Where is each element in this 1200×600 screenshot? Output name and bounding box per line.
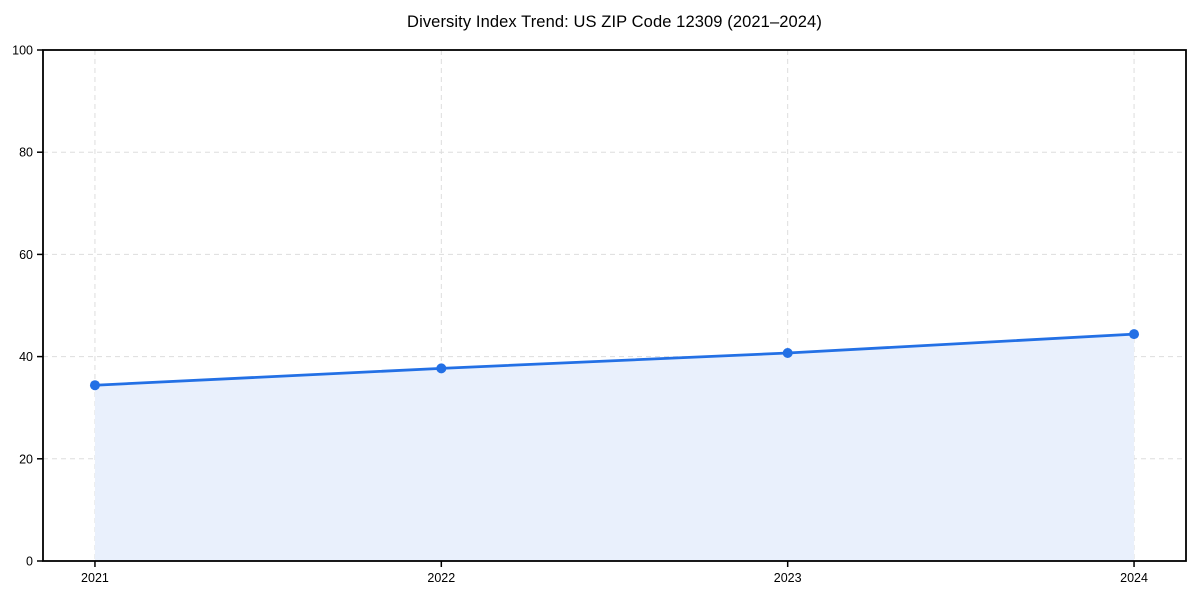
chart-title: Diversity Index Trend: US ZIP Code 12309… xyxy=(407,13,822,31)
y-tick-label: 0 xyxy=(26,555,33,569)
plot-border xyxy=(42,49,1187,562)
x-tick-label: 2021 xyxy=(81,571,109,585)
series-line xyxy=(93,332,1136,387)
y-tick-label: 60 xyxy=(19,248,33,262)
data-point-marker xyxy=(1129,329,1140,340)
data-point-marker xyxy=(89,380,100,391)
series-area-fill xyxy=(94,334,1135,561)
data-point-marker xyxy=(782,348,793,359)
x-tick-label: 2024 xyxy=(1120,571,1148,585)
y-tick-label: 80 xyxy=(19,146,33,160)
y-tick-label: 20 xyxy=(19,452,33,466)
x-tick-label: 2022 xyxy=(427,571,455,585)
y-tick-label: 40 xyxy=(19,350,33,364)
data-point-marker xyxy=(436,363,447,374)
y-tick-label: 100 xyxy=(12,44,33,58)
x-tick-label: 2023 xyxy=(774,571,802,585)
